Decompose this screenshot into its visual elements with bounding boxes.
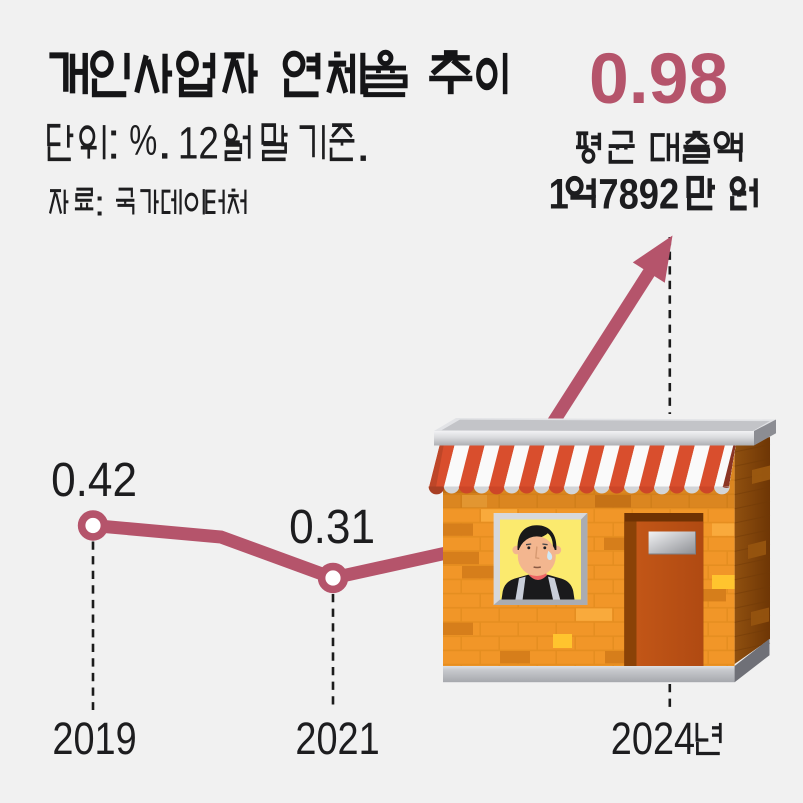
svg-text:0.98: 0.98 [589, 39, 728, 119]
svg-text:12: 12 [178, 118, 219, 168]
svg-text:%: % [129, 116, 157, 164]
svg-text:2019: 2019 [52, 713, 136, 764]
svg-text:0.42: 0.42 [51, 452, 137, 506]
svg-text:1: 1 [549, 171, 569, 219]
svg-text:0.31: 0.31 [289, 499, 375, 553]
svg-text:7892: 7892 [598, 171, 679, 219]
svg-text:2021: 2021 [295, 713, 379, 764]
svg-text:2024: 2024 [611, 713, 695, 764]
